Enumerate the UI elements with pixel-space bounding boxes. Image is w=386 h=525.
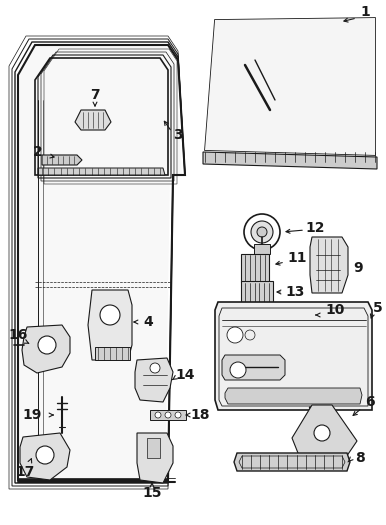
Polygon shape [150,410,186,420]
Polygon shape [292,405,357,463]
Text: 12: 12 [305,221,325,235]
Polygon shape [95,347,130,360]
Circle shape [150,363,160,373]
Text: 10: 10 [325,303,345,317]
Text: 2: 2 [33,145,43,159]
Text: 3: 3 [173,128,183,142]
Text: 18: 18 [190,408,210,422]
Text: 19: 19 [22,408,42,422]
Bar [313,355,323,373]
Circle shape [38,336,56,354]
Circle shape [155,412,161,418]
Bar [343,355,353,373]
Text: 14: 14 [175,368,195,382]
Text: 4: 4 [143,315,153,329]
Polygon shape [215,302,372,410]
Text: 1: 1 [360,5,370,19]
Polygon shape [254,244,270,254]
Polygon shape [241,281,273,305]
Polygon shape [75,110,111,130]
Polygon shape [222,355,285,380]
Polygon shape [225,388,362,404]
Polygon shape [38,168,165,175]
Bar [298,355,308,373]
Text: 5: 5 [373,301,383,315]
Polygon shape [241,254,269,282]
Polygon shape [137,433,173,483]
Text: 15: 15 [142,486,162,500]
Circle shape [251,221,273,243]
Text: 11: 11 [287,251,307,265]
Circle shape [230,362,246,378]
Polygon shape [22,325,70,373]
Circle shape [227,327,243,343]
Polygon shape [135,358,173,402]
Circle shape [175,412,181,418]
Bar [328,355,338,373]
Polygon shape [88,290,132,360]
Text: 13: 13 [285,285,305,299]
Text: 6: 6 [365,395,375,409]
Circle shape [314,425,330,441]
Text: 9: 9 [353,261,363,275]
Polygon shape [275,305,317,325]
Text: 17: 17 [15,465,35,479]
Text: 16: 16 [8,328,28,342]
Polygon shape [234,453,350,471]
Circle shape [100,305,120,325]
Circle shape [257,227,267,237]
Circle shape [244,214,280,250]
Polygon shape [18,45,182,480]
Polygon shape [310,237,348,293]
Polygon shape [20,433,70,480]
Circle shape [165,412,171,418]
Text: 7: 7 [90,88,100,102]
Polygon shape [203,152,377,169]
Polygon shape [205,18,375,155]
Text: 8: 8 [355,451,365,465]
Polygon shape [147,438,160,458]
Polygon shape [42,155,82,165]
Circle shape [36,446,54,464]
